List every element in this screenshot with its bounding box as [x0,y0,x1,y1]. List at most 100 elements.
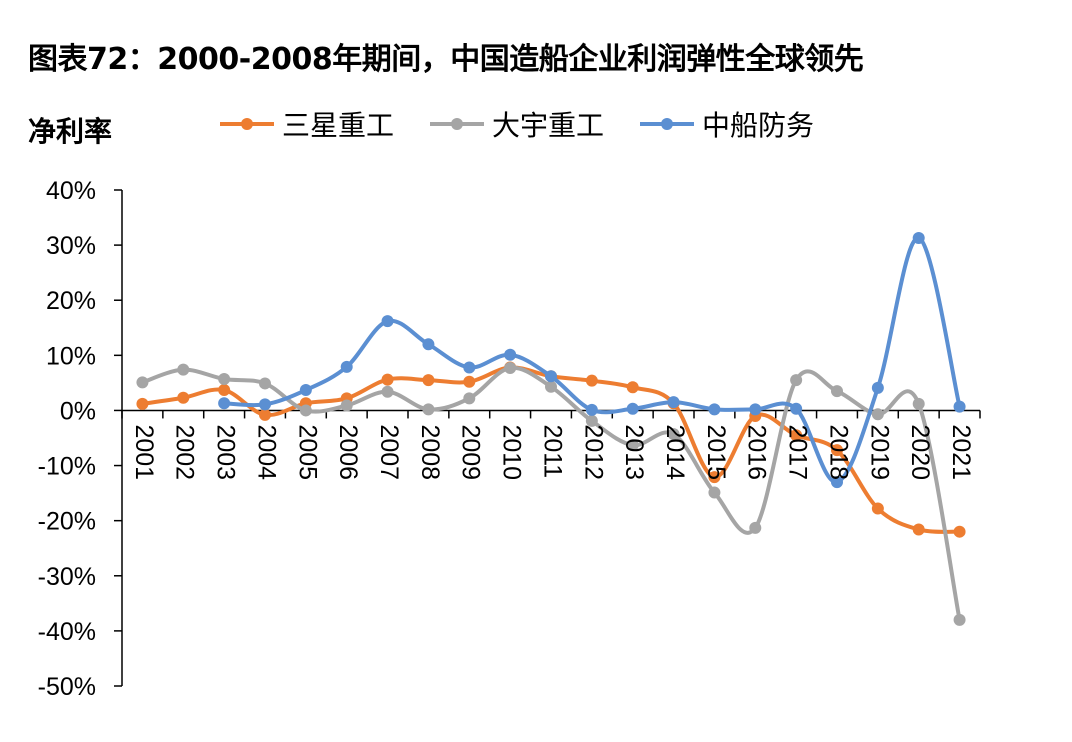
y-tick-label: -50% [38,673,96,701]
data-point [299,404,312,417]
series-2 [218,231,966,489]
data-point [299,384,312,397]
data-point [953,400,966,413]
data-point [259,377,271,390]
y-tick-label: -40% [38,618,96,646]
data-point [422,374,435,387]
y-tick-label: -10% [38,453,96,481]
data-point [136,376,149,389]
x-tick-label: 2015 [702,424,730,480]
data-point [912,523,925,536]
data-point [545,380,557,393]
data-point [340,360,353,373]
data-point [626,381,639,394]
data-point [504,362,517,375]
x-tick-label: 2009 [457,424,485,480]
data-point [667,396,680,409]
series-layer [136,231,966,626]
y-axis-unit-label: 净利率 [28,115,113,148]
x-tick-label: 2021 [947,424,975,480]
legend-swatch-cssc [640,118,695,130]
data-point [177,363,190,376]
y-tick-label: 10% [46,342,96,370]
x-tick-label: 2002 [171,424,199,480]
legend-swatch-samsung [220,118,274,130]
x-tick-label: 2001 [130,424,158,480]
data-point [749,521,762,534]
y-tick-label: 0% [60,397,96,425]
y-tick-label: -30% [38,563,96,591]
data-point [381,385,394,398]
data-point [790,374,803,387]
x-tick-label: 2008 [416,424,444,480]
data-point [871,381,884,394]
legend-label-samsung: 三星重工 [282,109,395,142]
data-point [708,486,721,499]
data-point [545,370,557,383]
data-point [259,408,271,421]
data-point [831,444,843,457]
x-tick-label: 2011 [538,424,566,478]
data-point [422,403,435,416]
legend-item-daewoo: 大宇重工 [428,104,604,144]
data-point [381,315,394,328]
x-tick-label: 2006 [334,424,362,480]
data-point [504,348,517,361]
data-point [708,403,721,416]
data-point [790,429,803,442]
data-point [953,525,966,538]
legend-label-daewoo: 大宇重工 [492,109,605,142]
data-point [340,399,353,412]
x-tick-label: 2016 [743,424,771,480]
x-tick-label: 2010 [498,424,526,480]
data-point [585,403,598,416]
y-tick-label: 30% [46,232,96,260]
data-point [218,397,231,410]
x-tick-label: 2014 [661,424,689,480]
x-tick-label: 2012 [579,424,607,480]
legend-swatch-daewoo [430,118,485,130]
x-tick-label: 2017 [784,424,812,480]
data-point [831,385,843,398]
data-point [953,613,966,626]
data-point [585,414,598,427]
data-point [463,361,476,374]
data-point [667,428,680,441]
y-tick-label: 20% [46,287,96,315]
legend-item-cssc: 中船防务 [638,104,814,144]
data-point [259,398,271,411]
x-tick-label: 2005 [293,424,321,480]
x-tick-label: 2013 [620,424,648,480]
data-point [912,397,925,410]
x-tick-label: 2020 [906,424,934,480]
legend-label-cssc: 中船防务 [702,109,815,142]
series-1 [136,362,966,626]
data-point [626,402,639,415]
data-point [790,402,803,415]
data-point [136,397,149,410]
data-point [177,391,190,404]
legend-item-samsung: 三星重工 [218,104,394,144]
chart-title: 图表72：2000-2008年期间，中国造船企业利润弹性全球领先 [28,42,864,77]
data-point [585,374,598,387]
data-point [463,392,476,405]
x-tick-label: 2019 [865,424,893,480]
data-point [871,408,884,421]
data-point [463,375,476,388]
data-point [381,373,394,386]
data-point [626,439,639,452]
data-point [708,471,721,484]
y-tick-label: 40% [46,177,96,205]
data-point [831,476,843,489]
x-tick-label: 2018 [824,424,852,480]
data-point [912,231,925,244]
data-point [218,384,231,397]
legend: 三星重工 大宇重工 中船防务 [218,104,848,144]
y-tick-label: -20% [38,508,96,536]
x-tick-label: 2007 [375,424,403,480]
x-tick-labels: 2001 2002 2003 2004 2005 2006 2007 2008 2009 2010… [130,424,975,480]
data-point [422,338,435,351]
data-point [218,373,231,386]
data-point [749,403,762,416]
